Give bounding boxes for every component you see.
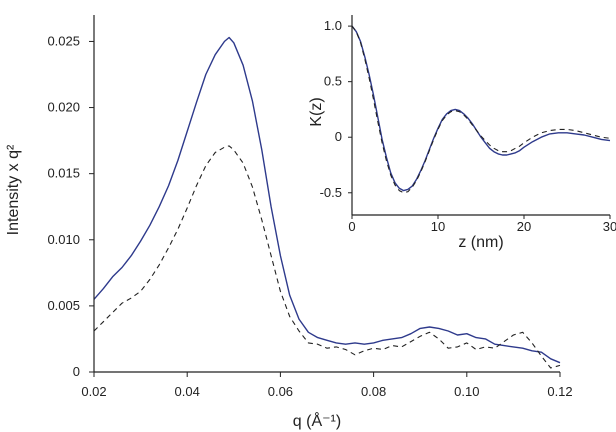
inset-y-tick-label: 0 xyxy=(335,129,342,144)
main-x-tick-label: 0.10 xyxy=(454,384,479,399)
main-x-tick-label: 0.06 xyxy=(268,384,293,399)
main-x-tick-label: 0.04 xyxy=(175,384,200,399)
inset-y-tick-label: -0.5 xyxy=(320,185,342,200)
main-y-tick-label: 0 xyxy=(73,364,80,379)
main-y-axis-label: Intensity x q² xyxy=(5,144,22,235)
inset-ticks: 0 10 20 30 -0.5 0 0.5 1.0 xyxy=(320,18,616,234)
inset-x-tick-label: 30 xyxy=(603,219,616,234)
main-x-tick-label: 0.02 xyxy=(81,384,106,399)
inset-x-tick-label: 0 xyxy=(348,219,355,234)
main-x-tick-label: 0.08 xyxy=(361,384,386,399)
main-y-tick-label: 0.020 xyxy=(47,100,80,115)
main-x-tick-label: 0.12 xyxy=(547,384,572,399)
inset-x-tick-label: 20 xyxy=(517,219,531,234)
inset-series xyxy=(351,25,611,194)
main-y-tick-label: 0.025 xyxy=(47,33,80,48)
inset-background xyxy=(352,15,610,215)
main-y-tick-label: 0.010 xyxy=(47,232,80,247)
main-ticks: 0.02 0.04 0.06 0.08 0.10 0.12 0 0.005 0.010 0.015… xyxy=(47,33,572,399)
inset-y-tick-label: 1.0 xyxy=(324,18,342,33)
inset-series-solid-line xyxy=(351,25,611,192)
inset-x-axis-label: z (nm) xyxy=(458,234,503,251)
inset-chart: 0 10 20 30 -0.5 0 0.5 1.0 z (nm) K(z) xyxy=(308,15,616,251)
main-series xyxy=(93,36,561,369)
inset-x-tick-label: 10 xyxy=(431,219,445,234)
main-chart: 0.02 0.04 0.06 0.08 0.10 0.12 0 0.005 0.010 0.015… xyxy=(5,15,573,430)
main-y-tick-label: 0.015 xyxy=(47,166,80,181)
main-series-solid-line xyxy=(93,36,561,364)
inset-y-tick-label: 0.5 xyxy=(324,74,342,89)
main-series-dashed-line xyxy=(93,145,561,369)
main-x-axis-label: q (Å⁻¹) xyxy=(293,411,341,430)
inset-series-dashed-line xyxy=(351,25,611,194)
inset-y-axis-label: K(z) xyxy=(308,97,325,126)
main-y-tick-label: 0.005 xyxy=(47,298,80,313)
